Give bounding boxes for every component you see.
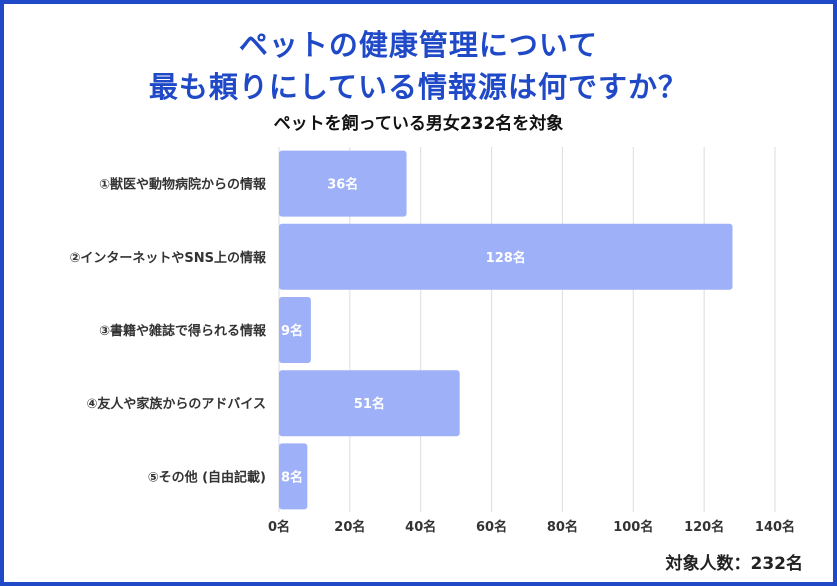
x-tick-label: 140名 bbox=[755, 519, 795, 535]
x-tick-label: 20名 bbox=[334, 519, 365, 535]
category-labels: ①獣医や動物病院からの情報 ②インターネットやSNS上の情報 ③書籍や雑誌で得られる… bbox=[69, 177, 267, 486]
x-tick-label: 40名 bbox=[405, 519, 436, 535]
bar bbox=[279, 370, 460, 437]
chart-title-line2: 最も頼りにしている情報源は何ですか？ bbox=[148, 70, 689, 104]
x-tick-label: 60名 bbox=[476, 519, 507, 535]
x-axis-ticks: 0名 20名 40名 60名 80名 100名 120名 140名 bbox=[268, 519, 795, 535]
bar bbox=[279, 297, 311, 363]
bar-value-label: 36名 bbox=[327, 177, 358, 193]
bar-value-label: 51名 bbox=[354, 396, 385, 412]
x-tick-label: 80名 bbox=[547, 519, 578, 535]
bars: 36名 128名 9名 51名 8名 bbox=[279, 150, 733, 510]
chart-subtitle: ペットを飼っている男女232名を対象 bbox=[273, 114, 564, 134]
category-label: ①獣医や動物病院からの情報 bbox=[99, 177, 267, 193]
sample-size-note: 対象人数：232名 bbox=[665, 554, 804, 574]
x-tick-label: 0名 bbox=[268, 519, 290, 535]
chart-title-line1: ペットの健康管理について bbox=[238, 28, 599, 62]
x-tick-label: 100名 bbox=[613, 519, 653, 535]
x-tick-label: 120名 bbox=[684, 519, 724, 535]
category-label: ②インターネットやSNS上の情報 bbox=[69, 250, 267, 266]
bar bbox=[279, 443, 308, 510]
category-label: ④友人や家族からのアドバイス bbox=[86, 396, 266, 412]
bar bbox=[279, 223, 733, 290]
bar-value-label: 8名 bbox=[281, 469, 303, 485]
bar-value-label: 9名 bbox=[281, 323, 303, 339]
category-label: ③書籍や雑誌で得られる情報 bbox=[99, 323, 267, 339]
category-label: ⑤その他 (自由記載) bbox=[148, 469, 266, 485]
bar-value-label: 128名 bbox=[486, 250, 526, 266]
bar bbox=[279, 150, 407, 217]
